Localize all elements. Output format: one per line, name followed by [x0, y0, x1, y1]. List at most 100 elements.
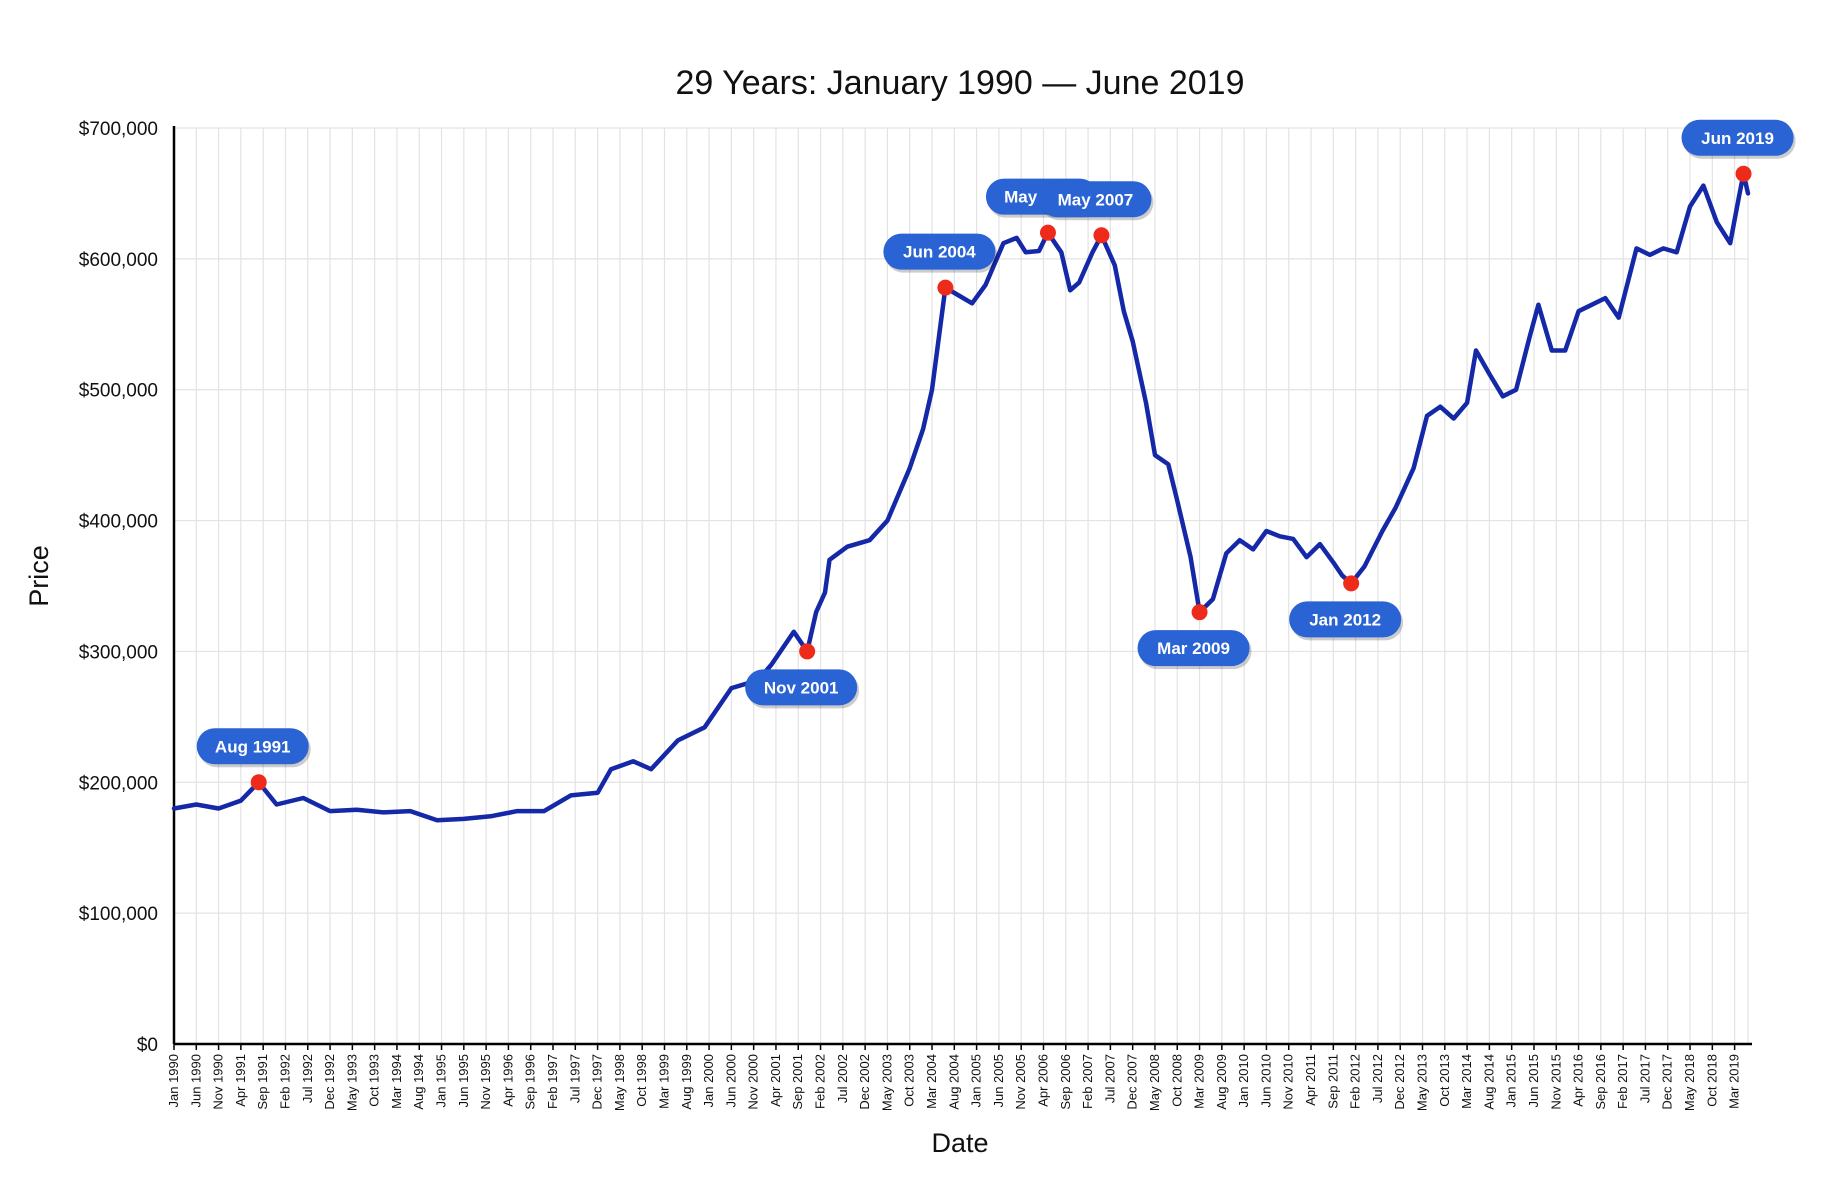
x-tick-label: Feb 1997: [545, 1054, 560, 1109]
x-tick-label: May 2013: [1414, 1054, 1429, 1111]
x-tick-label: Jun 2000: [723, 1054, 738, 1108]
x-tick-label: Jun 1990: [188, 1054, 203, 1108]
annotation-marker: [1039, 224, 1056, 241]
annotation-marker: [937, 279, 954, 296]
x-tick-label: Dec 2017: [1660, 1054, 1675, 1110]
y-tick-label: $100,000: [79, 904, 158, 925]
x-tick-label: Nov 1995: [478, 1054, 493, 1110]
x-tick-label: Mar 2019: [1727, 1054, 1742, 1109]
x-tick-label: Nov 2015: [1548, 1054, 1563, 1110]
x-tick-label: Aug 2014: [1481, 1054, 1496, 1110]
x-tick-label: Jul 1992: [300, 1054, 315, 1103]
annotation-marker: [1343, 575, 1360, 592]
annotation-marker: [799, 643, 816, 660]
y-axis-ticks: $0 $100,000 $200,000 $300,000 $400,000 $500,0…: [79, 119, 158, 1056]
x-tick-label: May 2008: [1147, 1054, 1162, 1111]
x-tick-label: Oct 1993: [367, 1054, 382, 1107]
annotation-label: Jun 2004: [903, 243, 976, 262]
annotation-callout: [1289, 601, 1402, 638]
y-tick-label: $600,000: [79, 250, 158, 271]
x-tick-label: Sep 2001: [790, 1054, 805, 1110]
x-tick-label: Feb 1992: [277, 1054, 292, 1109]
x-tick-label: Jul 2012: [1370, 1054, 1385, 1103]
x-tick-label: Jun 2005: [991, 1054, 1006, 1108]
y-tick-label: $400,000: [79, 512, 158, 533]
x-tick-label: Feb 2002: [813, 1054, 828, 1109]
x-tick-label: Jul 2002: [835, 1054, 850, 1103]
x-tick-label: Aug 2009: [1214, 1054, 1229, 1110]
x-tick-label: Apr 2016: [1571, 1054, 1586, 1107]
chart-title: 29 Years: January 1990 — June 2019: [676, 64, 1245, 102]
annotation-label: Jun 2019: [1701, 129, 1774, 148]
x-tick-label: Jun 2010: [1258, 1054, 1273, 1108]
annotation-label: May 2007: [1058, 190, 1134, 209]
x-tick-label: Apr 1991: [233, 1054, 248, 1107]
x-tick-label: Mar 1994: [389, 1054, 404, 1109]
annotation-callout: [745, 669, 858, 706]
x-tick-label: May 2018: [1682, 1054, 1697, 1111]
x-tick-label: Dec 2002: [857, 1054, 872, 1110]
x-tick-label: Mar 2009: [1192, 1054, 1207, 1109]
x-axis-ticks: Jan 1990 Jun 1990 Nov 1990 Apr 1991 Sep 1991…: [166, 1044, 1742, 1111]
x-tick-label: Apr 1996: [500, 1054, 515, 1107]
x-tick-label: May 1998: [612, 1054, 627, 1111]
annotation-marker: [1093, 227, 1110, 244]
x-tick-label: Mar 2014: [1459, 1054, 1474, 1109]
y-tick-label: $700,000: [79, 119, 158, 140]
x-tick-label: Jul 2007: [1102, 1054, 1117, 1103]
x-tick-label: Sep 2016: [1593, 1054, 1608, 1110]
annotation-callout: [1681, 119, 1794, 156]
x-tick-label: Jan 1990: [166, 1054, 181, 1108]
x-tick-label: Oct 2008: [1169, 1054, 1184, 1107]
y-tick-label: $200,000: [79, 773, 158, 794]
x-tick-label: Nov 2000: [746, 1054, 761, 1110]
x-tick-label: Nov 2010: [1281, 1054, 1296, 1110]
x-tick-label: Apr 2011: [1303, 1054, 1318, 1106]
x-tick-label: Oct 1998: [634, 1054, 649, 1107]
annotation-callout: [1039, 181, 1152, 218]
x-tick-label: Nov 2005: [1013, 1054, 1028, 1110]
x-tick-label: Jun 1995: [456, 1054, 471, 1108]
x-axis-label: Date: [931, 1128, 988, 1158]
x-tick-label: Feb 2007: [1080, 1054, 1095, 1109]
x-tick-label: Jan 2005: [969, 1054, 984, 1108]
x-tick-label: Feb 2012: [1348, 1054, 1363, 1109]
x-tick-label: Aug 2004: [946, 1054, 961, 1110]
x-tick-label: Dec 2012: [1392, 1054, 1407, 1110]
x-tick-label: Mar 2004: [924, 1054, 939, 1109]
y-tick-label: $500,000: [79, 381, 158, 402]
x-tick-label: Sep 1996: [523, 1054, 538, 1110]
x-tick-label: Jul 2017: [1637, 1054, 1652, 1103]
y-tick-label: $0: [137, 1035, 158, 1056]
annotation-marker: [1735, 165, 1752, 182]
x-tick-label: May 2003: [879, 1054, 894, 1111]
x-tick-label: Jan 2015: [1504, 1054, 1519, 1108]
annotation-callout: [883, 233, 996, 270]
x-tick-label: Oct 2013: [1437, 1054, 1452, 1107]
x-tick-label: Dec 1997: [590, 1054, 605, 1110]
price-line: [171, 171, 1751, 823]
x-tick-label: Sep 2006: [1058, 1054, 1073, 1110]
price-series: [171, 171, 1751, 823]
x-tick-label: Oct 2018: [1704, 1054, 1719, 1107]
x-tick-label: Sep 2011: [1325, 1054, 1340, 1109]
x-tick-label: Jun 2015: [1526, 1054, 1541, 1108]
annotation-callout: [196, 728, 309, 765]
x-tick-label: Jan 2000: [701, 1054, 716, 1108]
x-tick-label: Apr 2006: [1035, 1054, 1050, 1107]
x-tick-label: Jan 2010: [1236, 1054, 1251, 1108]
annotation-label: Nov 2001: [764, 678, 839, 697]
x-tick-label: Nov 1990: [211, 1054, 226, 1110]
annotation-label: Aug 1991: [215, 737, 291, 756]
x-tick-label: Dec 1992: [322, 1054, 337, 1110]
x-tick-label: Feb 2017: [1615, 1054, 1630, 1109]
x-tick-label: Jan 1995: [434, 1054, 449, 1108]
annotation-label: Jan 2012: [1309, 610, 1381, 629]
x-tick-label: Apr 2001: [768, 1054, 783, 1107]
x-tick-label: Mar 1999: [656, 1054, 671, 1109]
grid-lines: [173, 127, 1749, 1044]
x-tick-label: Oct 2003: [902, 1054, 917, 1107]
annotation-marker: [250, 774, 267, 791]
x-tick-label: Sep 1991: [255, 1054, 270, 1110]
